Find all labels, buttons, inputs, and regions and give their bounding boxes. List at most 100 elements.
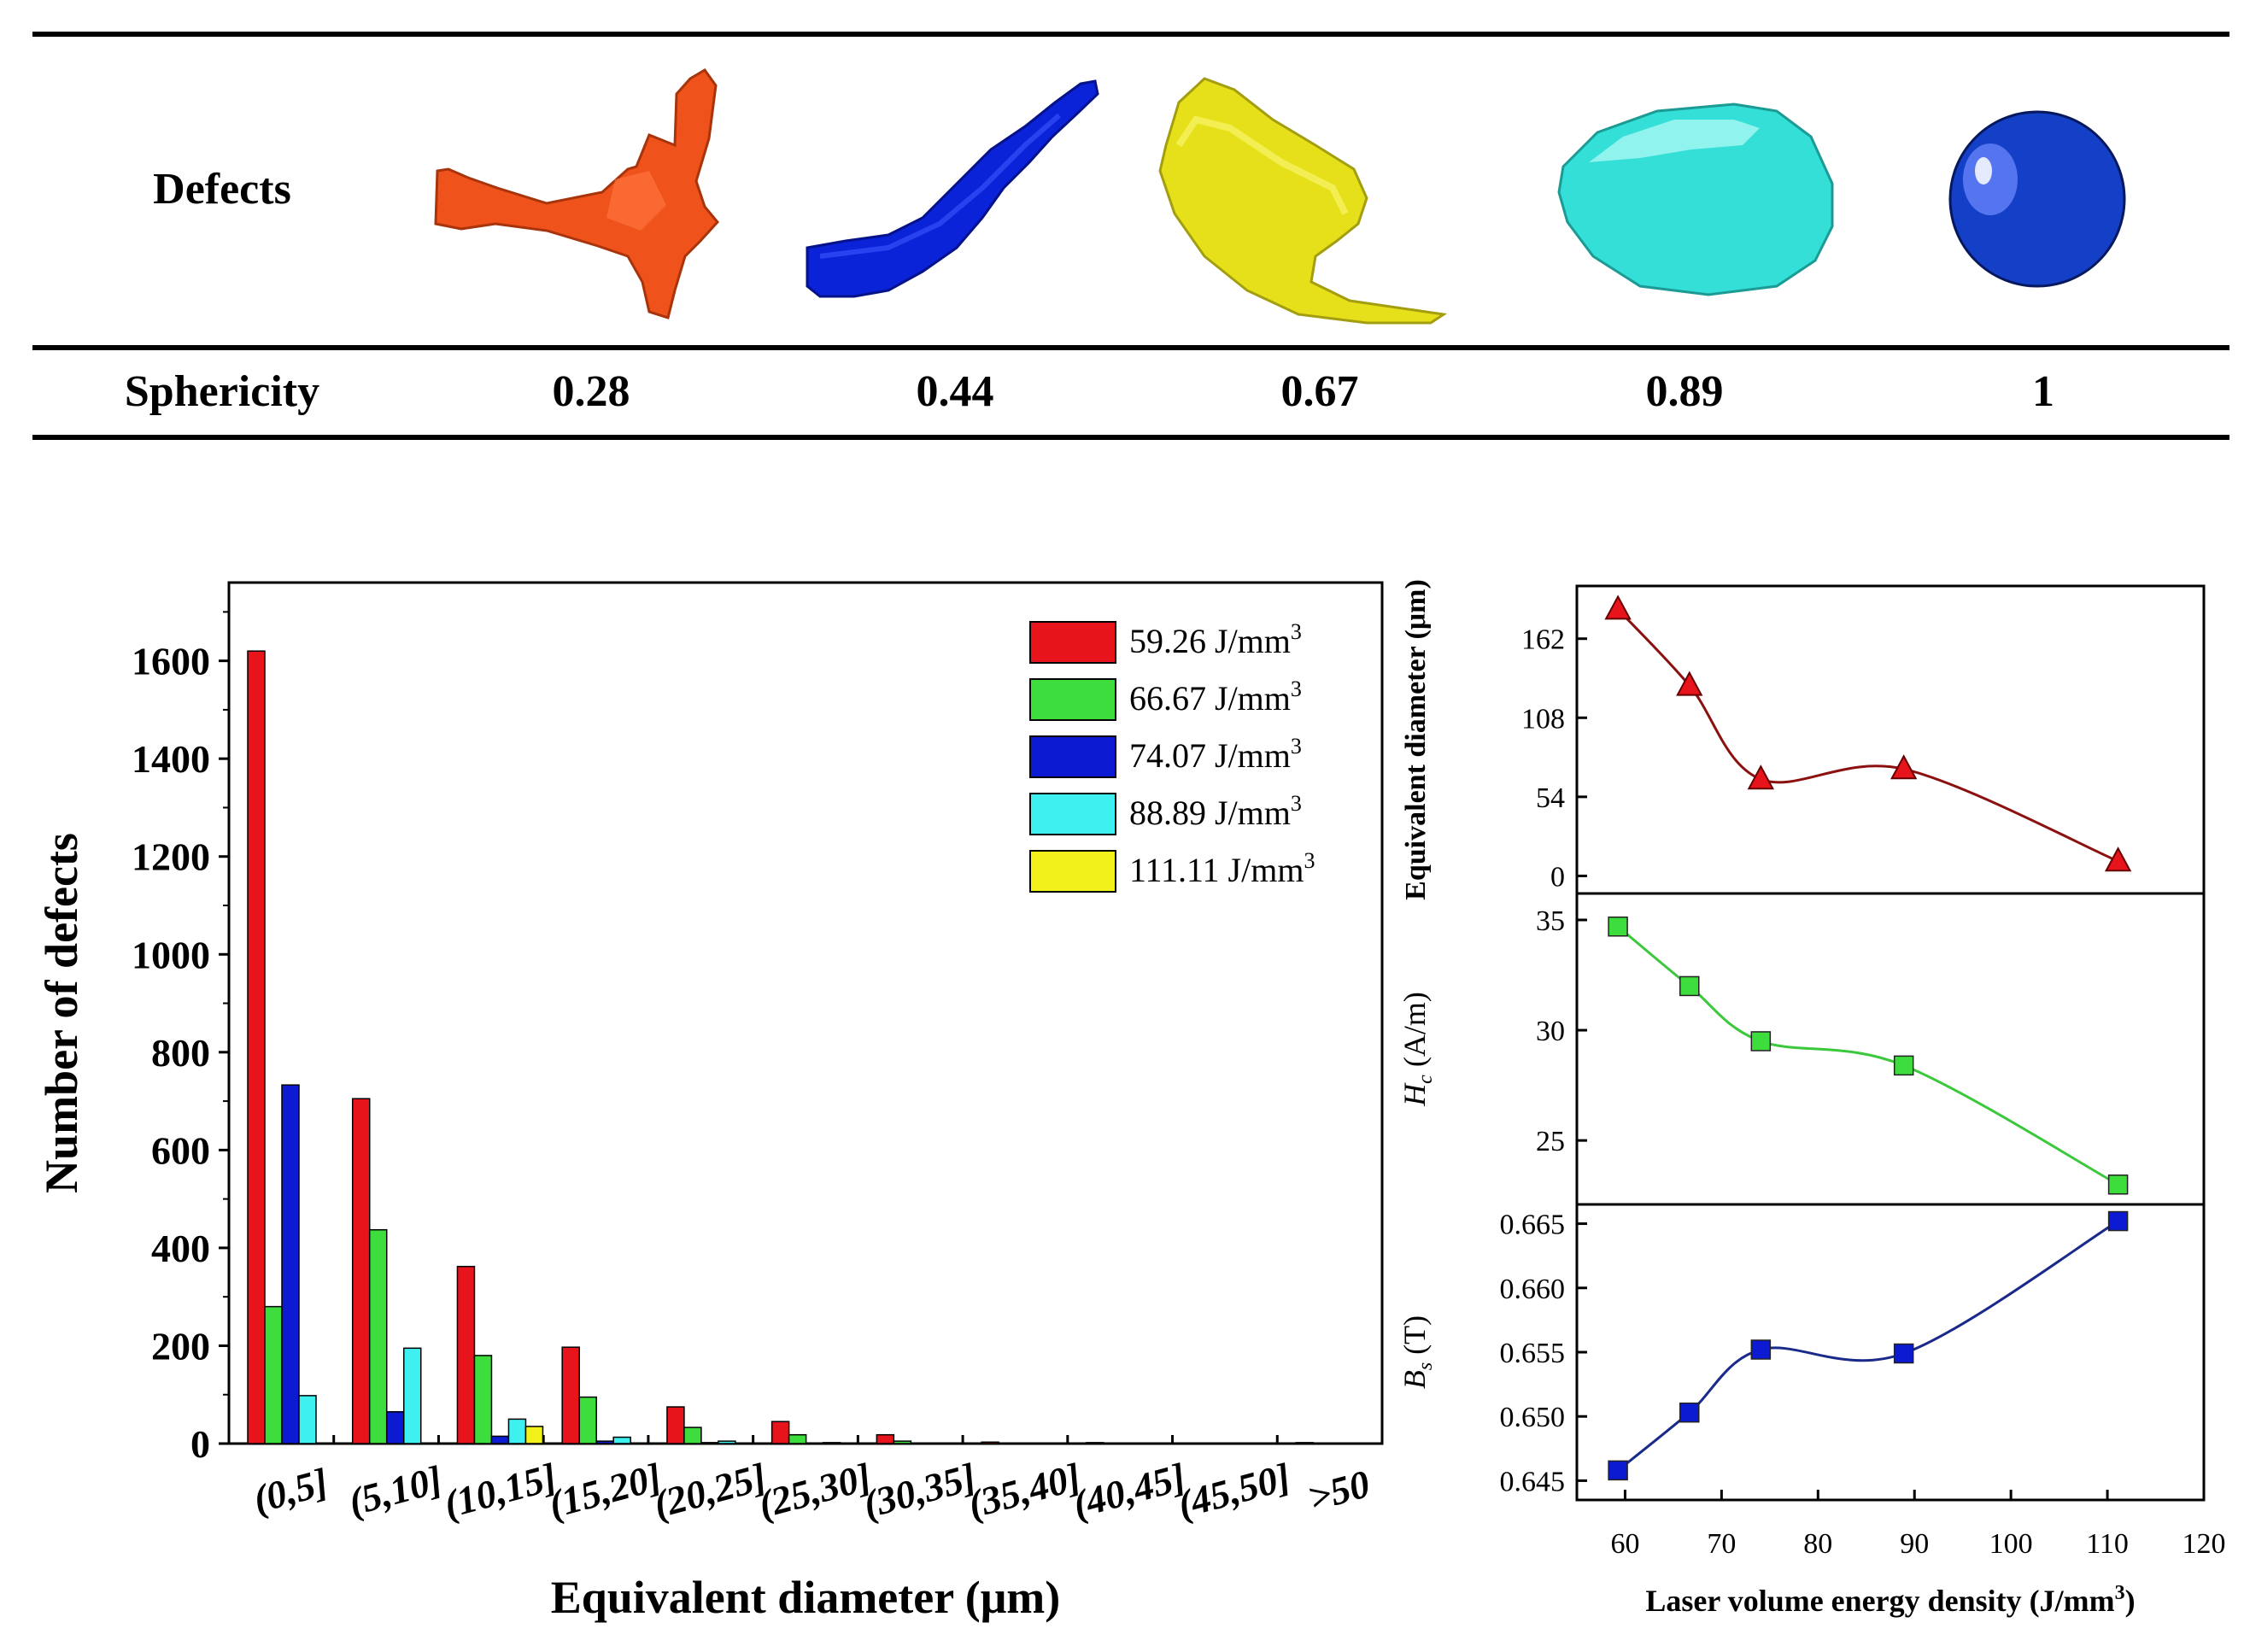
x-tick-label: (45,50] bbox=[1173, 1455, 1295, 1526]
x-tick-label: 60 bbox=[1610, 1528, 1639, 1560]
bar bbox=[507, 1418, 527, 1444]
defects-table: Defects Sphericity 0.28 0.44 0.67 0.89 1 bbox=[32, 32, 2229, 440]
legend-sup: 3 bbox=[1291, 734, 1302, 759]
y-tick-label: 30 bbox=[1536, 1016, 1565, 1047]
y-tick-label: 108 bbox=[1521, 703, 1565, 735]
series-line bbox=[1617, 925, 2119, 1186]
bar bbox=[385, 1411, 405, 1444]
legend-label: 111.11 J/mm3 bbox=[1129, 848, 1315, 889]
data-point bbox=[1747, 764, 1775, 790]
shared-x-label-sup: 3 bbox=[2115, 1582, 2125, 1604]
bar bbox=[264, 1305, 283, 1444]
data-point bbox=[1893, 1055, 1914, 1076]
y-tick-label: 1400 bbox=[132, 737, 210, 781]
legend-value: 59.26 J/mm bbox=[1129, 622, 1291, 660]
x-tick-label: (25,30] bbox=[753, 1455, 876, 1526]
legend-swatch bbox=[1029, 621, 1116, 664]
bar bbox=[595, 1440, 614, 1444]
sphericity-value: 0.89 bbox=[1646, 367, 1724, 416]
series-line bbox=[1617, 1220, 2119, 1472]
y-tick-label: 54 bbox=[1536, 782, 1565, 814]
diameter-panel-frame bbox=[1575, 584, 2206, 895]
legend-value: 111.11 J/mm bbox=[1129, 851, 1304, 889]
curved-defect-icon bbox=[1158, 77, 1448, 325]
bar bbox=[1295, 1442, 1315, 1444]
legend-swatch bbox=[1029, 850, 1116, 893]
data-point bbox=[1893, 1343, 1914, 1364]
y-tick-label: 0.645 bbox=[1500, 1466, 1566, 1497]
shared-x-label-text: Laser volume energy density (J/mm bbox=[1645, 1584, 2114, 1618]
legend-sup: 3 bbox=[1291, 677, 1302, 701]
x-tick-label: (20,25] bbox=[649, 1455, 771, 1526]
data-point bbox=[1676, 671, 1703, 696]
bar bbox=[298, 1395, 317, 1444]
bar bbox=[981, 1441, 999, 1444]
data-point bbox=[1890, 754, 1918, 780]
defects-row-label: Defects bbox=[153, 165, 291, 214]
bar-chart: 0 200 400 600 800 1000 1200 1400 1600 (0,5] (5,10… bbox=[36, 581, 1384, 1623]
x-tick-label: (5,10] bbox=[344, 1457, 448, 1524]
legend-sup: 3 bbox=[1291, 619, 1302, 644]
bar bbox=[1086, 1442, 1104, 1444]
x-tick-label: >50 bbox=[1304, 1462, 1374, 1520]
bar bbox=[770, 1421, 790, 1444]
y-tick-label: 162 bbox=[1521, 624, 1565, 656]
x-tick-label: 110 bbox=[2086, 1528, 2129, 1560]
x-tick-label: 90 bbox=[1900, 1528, 1929, 1560]
bs-panel-y-label: Bs (T) bbox=[1397, 1315, 1437, 1389]
y-tick-label: 200 bbox=[151, 1324, 210, 1368]
hc-panel-frame bbox=[1575, 892, 2206, 1206]
bar bbox=[927, 1442, 946, 1444]
y-tick-label: 800 bbox=[151, 1031, 210, 1075]
bar bbox=[351, 1098, 371, 1444]
y-tick-label: 1200 bbox=[132, 835, 210, 879]
bar bbox=[1190, 1442, 1210, 1444]
shared-x-label-end: ) bbox=[2125, 1584, 2136, 1618]
y-tick-label: 0.660 bbox=[1500, 1274, 1566, 1305]
bar bbox=[876, 1433, 895, 1444]
y-tick-label: 0 bbox=[190, 1422, 210, 1466]
bs-label-unit: (T) bbox=[1397, 1315, 1432, 1362]
hc-label-subscript: c bbox=[1415, 1075, 1437, 1084]
y-tick-label: 25 bbox=[1536, 1126, 1565, 1157]
legend-sup: 3 bbox=[1291, 791, 1302, 816]
data-point bbox=[2107, 1210, 2129, 1232]
bs-label-symbol: B bbox=[1397, 1370, 1432, 1389]
bar bbox=[1103, 1442, 1122, 1444]
bar bbox=[247, 650, 266, 1444]
x-tick-label: (35,40] bbox=[964, 1455, 1086, 1526]
bar bbox=[700, 1442, 719, 1444]
irregular-defect-icon bbox=[434, 68, 719, 319]
hc-label-unit: (A/m) bbox=[1397, 992, 1432, 1075]
bar bbox=[561, 1346, 580, 1444]
data-point bbox=[1608, 916, 1628, 937]
legend-label: 88.89 J/mm3 bbox=[1129, 791, 1302, 832]
data-point bbox=[1679, 975, 1700, 997]
bar bbox=[718, 1440, 736, 1444]
data-point bbox=[2107, 1175, 2129, 1195]
bar bbox=[524, 1426, 544, 1444]
y-tick-label: 0.655 bbox=[1500, 1338, 1566, 1369]
y-tick-label: 1000 bbox=[132, 933, 210, 976]
bar bbox=[893, 1440, 912, 1444]
legend-swatch bbox=[1029, 793, 1116, 835]
legend-label: 59.26 J/mm3 bbox=[1129, 619, 1302, 660]
bar-chart-x-axis: (0,5] (5,10](10,15](15,20](20,25](25,30](… bbox=[249, 1435, 1384, 1526]
bar-chart-bars bbox=[247, 650, 1315, 1444]
ellipsoid-defect-icon bbox=[1557, 103, 1834, 296]
x-tick-label: 120 bbox=[2182, 1528, 2226, 1560]
hc-label-symbol: H bbox=[1397, 1082, 1432, 1107]
data-point bbox=[1750, 1339, 1772, 1360]
series-line bbox=[1617, 608, 2119, 863]
data-point bbox=[1679, 1402, 1700, 1423]
bar-chart-y-axis: 0 200 400 600 800 1000 1200 1400 1600 bbox=[132, 611, 229, 1466]
sphericity-value: 0.44 bbox=[917, 367, 994, 416]
bar bbox=[788, 1433, 807, 1444]
hc-panel-y-label: Hc (A/m) bbox=[1397, 992, 1437, 1107]
x-tick-label: (30,35] bbox=[858, 1455, 981, 1526]
y-tick-label: 400 bbox=[151, 1227, 210, 1270]
bar-chart-x-label: Equivalent diameter (μm) bbox=[551, 1572, 1061, 1623]
bar bbox=[490, 1435, 510, 1444]
legend-swatch bbox=[1029, 678, 1116, 721]
y-tick-label: 0.665 bbox=[1500, 1210, 1566, 1241]
